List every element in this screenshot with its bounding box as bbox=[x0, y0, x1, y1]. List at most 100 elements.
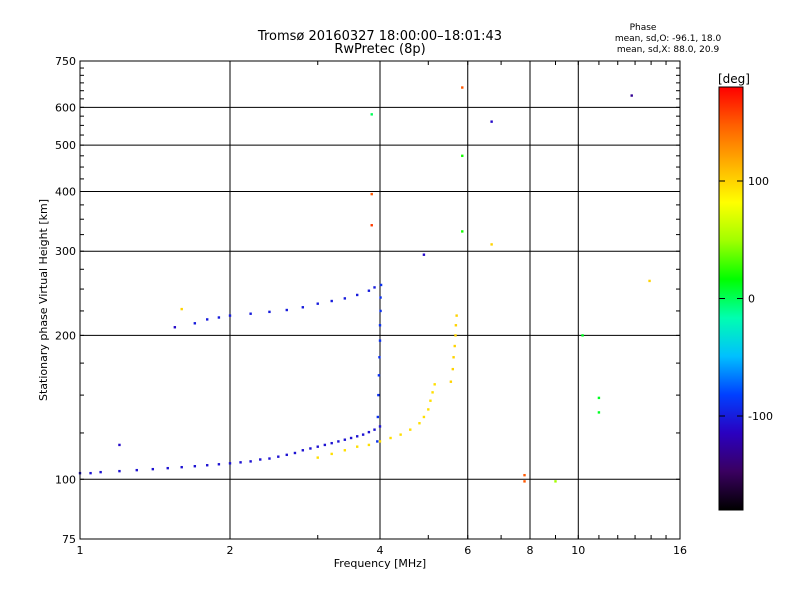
trace-point bbox=[378, 356, 381, 359]
colorbar-tick-label: 0 bbox=[748, 293, 755, 306]
scatter-point bbox=[581, 334, 584, 337]
scatter-point bbox=[461, 230, 464, 233]
x-tick-label: 2 bbox=[227, 544, 234, 557]
trace-point bbox=[205, 318, 209, 321]
trace-point bbox=[228, 314, 232, 317]
scatter-point bbox=[490, 120, 493, 123]
grid-lines bbox=[80, 61, 680, 539]
trace-point bbox=[337, 440, 340, 443]
trace-point bbox=[217, 463, 221, 466]
trace-point bbox=[151, 467, 155, 471]
trace-point bbox=[367, 289, 371, 292]
trace-point bbox=[355, 445, 359, 448]
trace-point bbox=[217, 316, 221, 319]
trace-point bbox=[330, 452, 333, 456]
trace-point bbox=[376, 415, 380, 419]
chart-subtitle: RwPretec (8p) bbox=[334, 42, 425, 57]
trace-point bbox=[249, 312, 252, 315]
trace-point bbox=[268, 457, 271, 460]
y-tick-label: 500 bbox=[55, 139, 76, 152]
trace-point bbox=[379, 309, 382, 313]
trace-point bbox=[378, 339, 382, 342]
trace-point bbox=[330, 299, 333, 303]
trace-point bbox=[343, 449, 347, 452]
trace-point bbox=[427, 408, 430, 411]
y-tick-label: 100 bbox=[55, 473, 76, 486]
trace-point bbox=[378, 440, 382, 443]
trace-point bbox=[429, 399, 432, 402]
scatter-point bbox=[461, 86, 464, 89]
chart-title: Tromsø 20160327 18:00:00–18:01:43 bbox=[257, 29, 502, 44]
scatter-point bbox=[648, 279, 651, 283]
scatter-point bbox=[523, 480, 526, 483]
trace-point bbox=[301, 449, 305, 452]
trace-point bbox=[118, 469, 121, 473]
trace-point bbox=[422, 415, 426, 419]
scatter-point bbox=[173, 326, 177, 329]
trace-point bbox=[449, 380, 453, 383]
stats-o-line: mean, sd,O: -96.1, 18.0 bbox=[615, 34, 722, 44]
trace-point bbox=[455, 314, 458, 317]
trace-point bbox=[249, 460, 252, 463]
trace-point bbox=[454, 324, 458, 327]
trace-point bbox=[454, 334, 457, 337]
axes: 1 2 4 6 8 10 16 75 100 200 300 400 500 600 750 bbox=[55, 55, 687, 557]
data-points bbox=[78, 86, 651, 483]
trace-point bbox=[343, 438, 347, 441]
trace-point bbox=[373, 428, 376, 431]
stats-x-line: mean, sd,X: 88.0, 20.9 bbox=[617, 45, 720, 55]
trace-point bbox=[166, 466, 169, 470]
trace-point bbox=[355, 293, 359, 297]
trace-point bbox=[285, 308, 288, 312]
trace-point bbox=[378, 324, 382, 327]
scatter-point bbox=[554, 480, 557, 483]
trace-point bbox=[239, 461, 242, 464]
stats-heading: Phase bbox=[630, 23, 657, 33]
x-tick-label: 10 bbox=[571, 544, 585, 557]
trace-point bbox=[193, 322, 197, 325]
trace-point bbox=[418, 422, 421, 425]
trace-point bbox=[409, 428, 412, 431]
trace-point bbox=[316, 445, 319, 448]
x-tick-label: 4 bbox=[377, 544, 384, 557]
trace-point bbox=[367, 443, 371, 447]
x-tick-label: 6 bbox=[464, 544, 471, 557]
y-tick-label: 400 bbox=[55, 185, 76, 198]
trace-point bbox=[389, 436, 392, 440]
trace-point bbox=[301, 306, 305, 309]
x-tick-label: 1 bbox=[77, 544, 84, 557]
trace-point bbox=[135, 468, 138, 472]
scatter-point bbox=[370, 192, 373, 196]
scatter-point bbox=[597, 411, 601, 414]
trace-point bbox=[343, 297, 347, 300]
trace-point bbox=[268, 310, 271, 314]
trace-point bbox=[99, 470, 102, 474]
trace-point bbox=[316, 456, 319, 459]
trace-point bbox=[259, 458, 262, 461]
trace-point bbox=[379, 283, 383, 287]
trace-point bbox=[349, 436, 353, 440]
trace-point bbox=[367, 430, 371, 434]
y-axis-label: Stationary phase Virtual Height [km] bbox=[37, 199, 50, 401]
trace-point bbox=[453, 344, 456, 348]
colorbar-label: [deg] bbox=[718, 72, 750, 86]
scatter-point bbox=[422, 253, 426, 256]
trace-point bbox=[323, 443, 327, 447]
x-axis-label: Frequency [MHz] bbox=[334, 557, 426, 570]
trace-point bbox=[433, 383, 436, 386]
colorbar-ticks: 100 0 -100 bbox=[719, 175, 773, 423]
trace-point bbox=[277, 455, 280, 458]
scatter-point bbox=[370, 224, 373, 227]
scatter-point bbox=[461, 154, 464, 158]
trace-point bbox=[293, 451, 297, 455]
trace-point bbox=[361, 433, 365, 436]
trace-point bbox=[378, 425, 382, 428]
scatter-point bbox=[597, 396, 601, 400]
scatter-point bbox=[180, 307, 183, 311]
y-tick-label: 600 bbox=[55, 101, 76, 114]
trace-point bbox=[180, 465, 183, 469]
colorbar-tick-label: 100 bbox=[748, 175, 769, 188]
scatter-point bbox=[118, 443, 121, 447]
trace-point bbox=[451, 367, 455, 371]
